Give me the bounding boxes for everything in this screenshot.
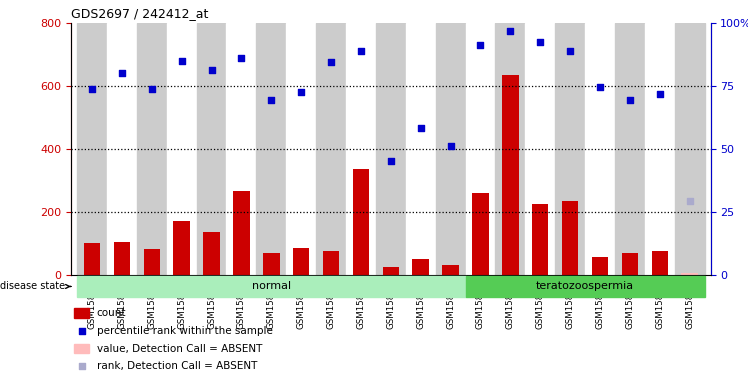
Point (325, 59, 337, 65)
Bar (562, 201, 578, 275)
Bar (652, 251, 668, 275)
Bar (502, 75, 518, 275)
Bar (465, 23, 495, 275)
Bar (525, 23, 555, 275)
Bar (174, 221, 190, 275)
Bar (144, 250, 160, 275)
Bar (495, 23, 525, 275)
Bar (465, 276, 705, 297)
Bar (77, 23, 107, 275)
Bar (203, 232, 220, 275)
Point (684, 198, 696, 204)
Point (624, 97, 636, 103)
Point (355, 48, 367, 55)
Point (76, 328, 88, 334)
Bar (585, 23, 615, 275)
Bar (555, 23, 585, 275)
Bar (263, 253, 280, 275)
Bar (412, 259, 429, 275)
Bar (435, 23, 465, 275)
Bar (346, 23, 376, 275)
Text: value, Detection Call = ABSENT: value, Detection Call = ABSENT (96, 344, 262, 354)
Bar (383, 267, 399, 275)
Bar (622, 253, 638, 275)
Point (534, 39, 546, 45)
Bar (532, 204, 548, 275)
Bar (405, 23, 435, 275)
Text: percentile rank within the sample: percentile rank within the sample (96, 326, 272, 336)
Point (266, 97, 278, 103)
Bar (84, 243, 100, 275)
Point (146, 86, 158, 92)
Point (385, 158, 397, 164)
Bar (323, 251, 340, 275)
Bar (316, 23, 346, 275)
Bar (645, 23, 675, 275)
Point (295, 89, 307, 95)
Point (564, 48, 576, 55)
Bar (353, 169, 370, 275)
Bar (167, 23, 197, 275)
Point (594, 84, 606, 91)
Bar (592, 257, 608, 275)
Point (116, 70, 128, 76)
Bar (257, 23, 286, 275)
Bar (74, 344, 89, 353)
Bar (442, 265, 459, 275)
Bar (227, 23, 257, 275)
Bar (107, 23, 137, 275)
Point (206, 67, 218, 73)
Bar (376, 23, 405, 275)
Bar (615, 23, 645, 275)
Text: disease state: disease state (0, 281, 71, 291)
Bar (233, 191, 250, 275)
Bar (472, 193, 488, 275)
Point (444, 142, 456, 149)
Text: rank, Detection Call = ABSENT: rank, Detection Call = ABSENT (96, 361, 257, 371)
Text: teratozoospermia: teratozoospermia (536, 281, 634, 291)
Bar (681, 273, 698, 275)
Bar (197, 23, 227, 275)
Text: normal: normal (252, 281, 291, 291)
Point (176, 58, 188, 64)
Point (504, 28, 516, 34)
Bar (74, 308, 89, 318)
Bar (293, 248, 310, 275)
Point (76, 363, 88, 369)
Point (474, 42, 486, 48)
Bar (114, 242, 130, 275)
Text: GDS2697 / 242412_at: GDS2697 / 242412_at (71, 7, 209, 20)
Bar (286, 23, 316, 275)
Text: count: count (96, 308, 126, 318)
Point (86, 86, 98, 92)
Point (414, 125, 426, 131)
Bar (675, 23, 705, 275)
Point (236, 55, 248, 61)
Bar (77, 276, 465, 297)
Point (654, 91, 666, 97)
Bar (137, 23, 167, 275)
